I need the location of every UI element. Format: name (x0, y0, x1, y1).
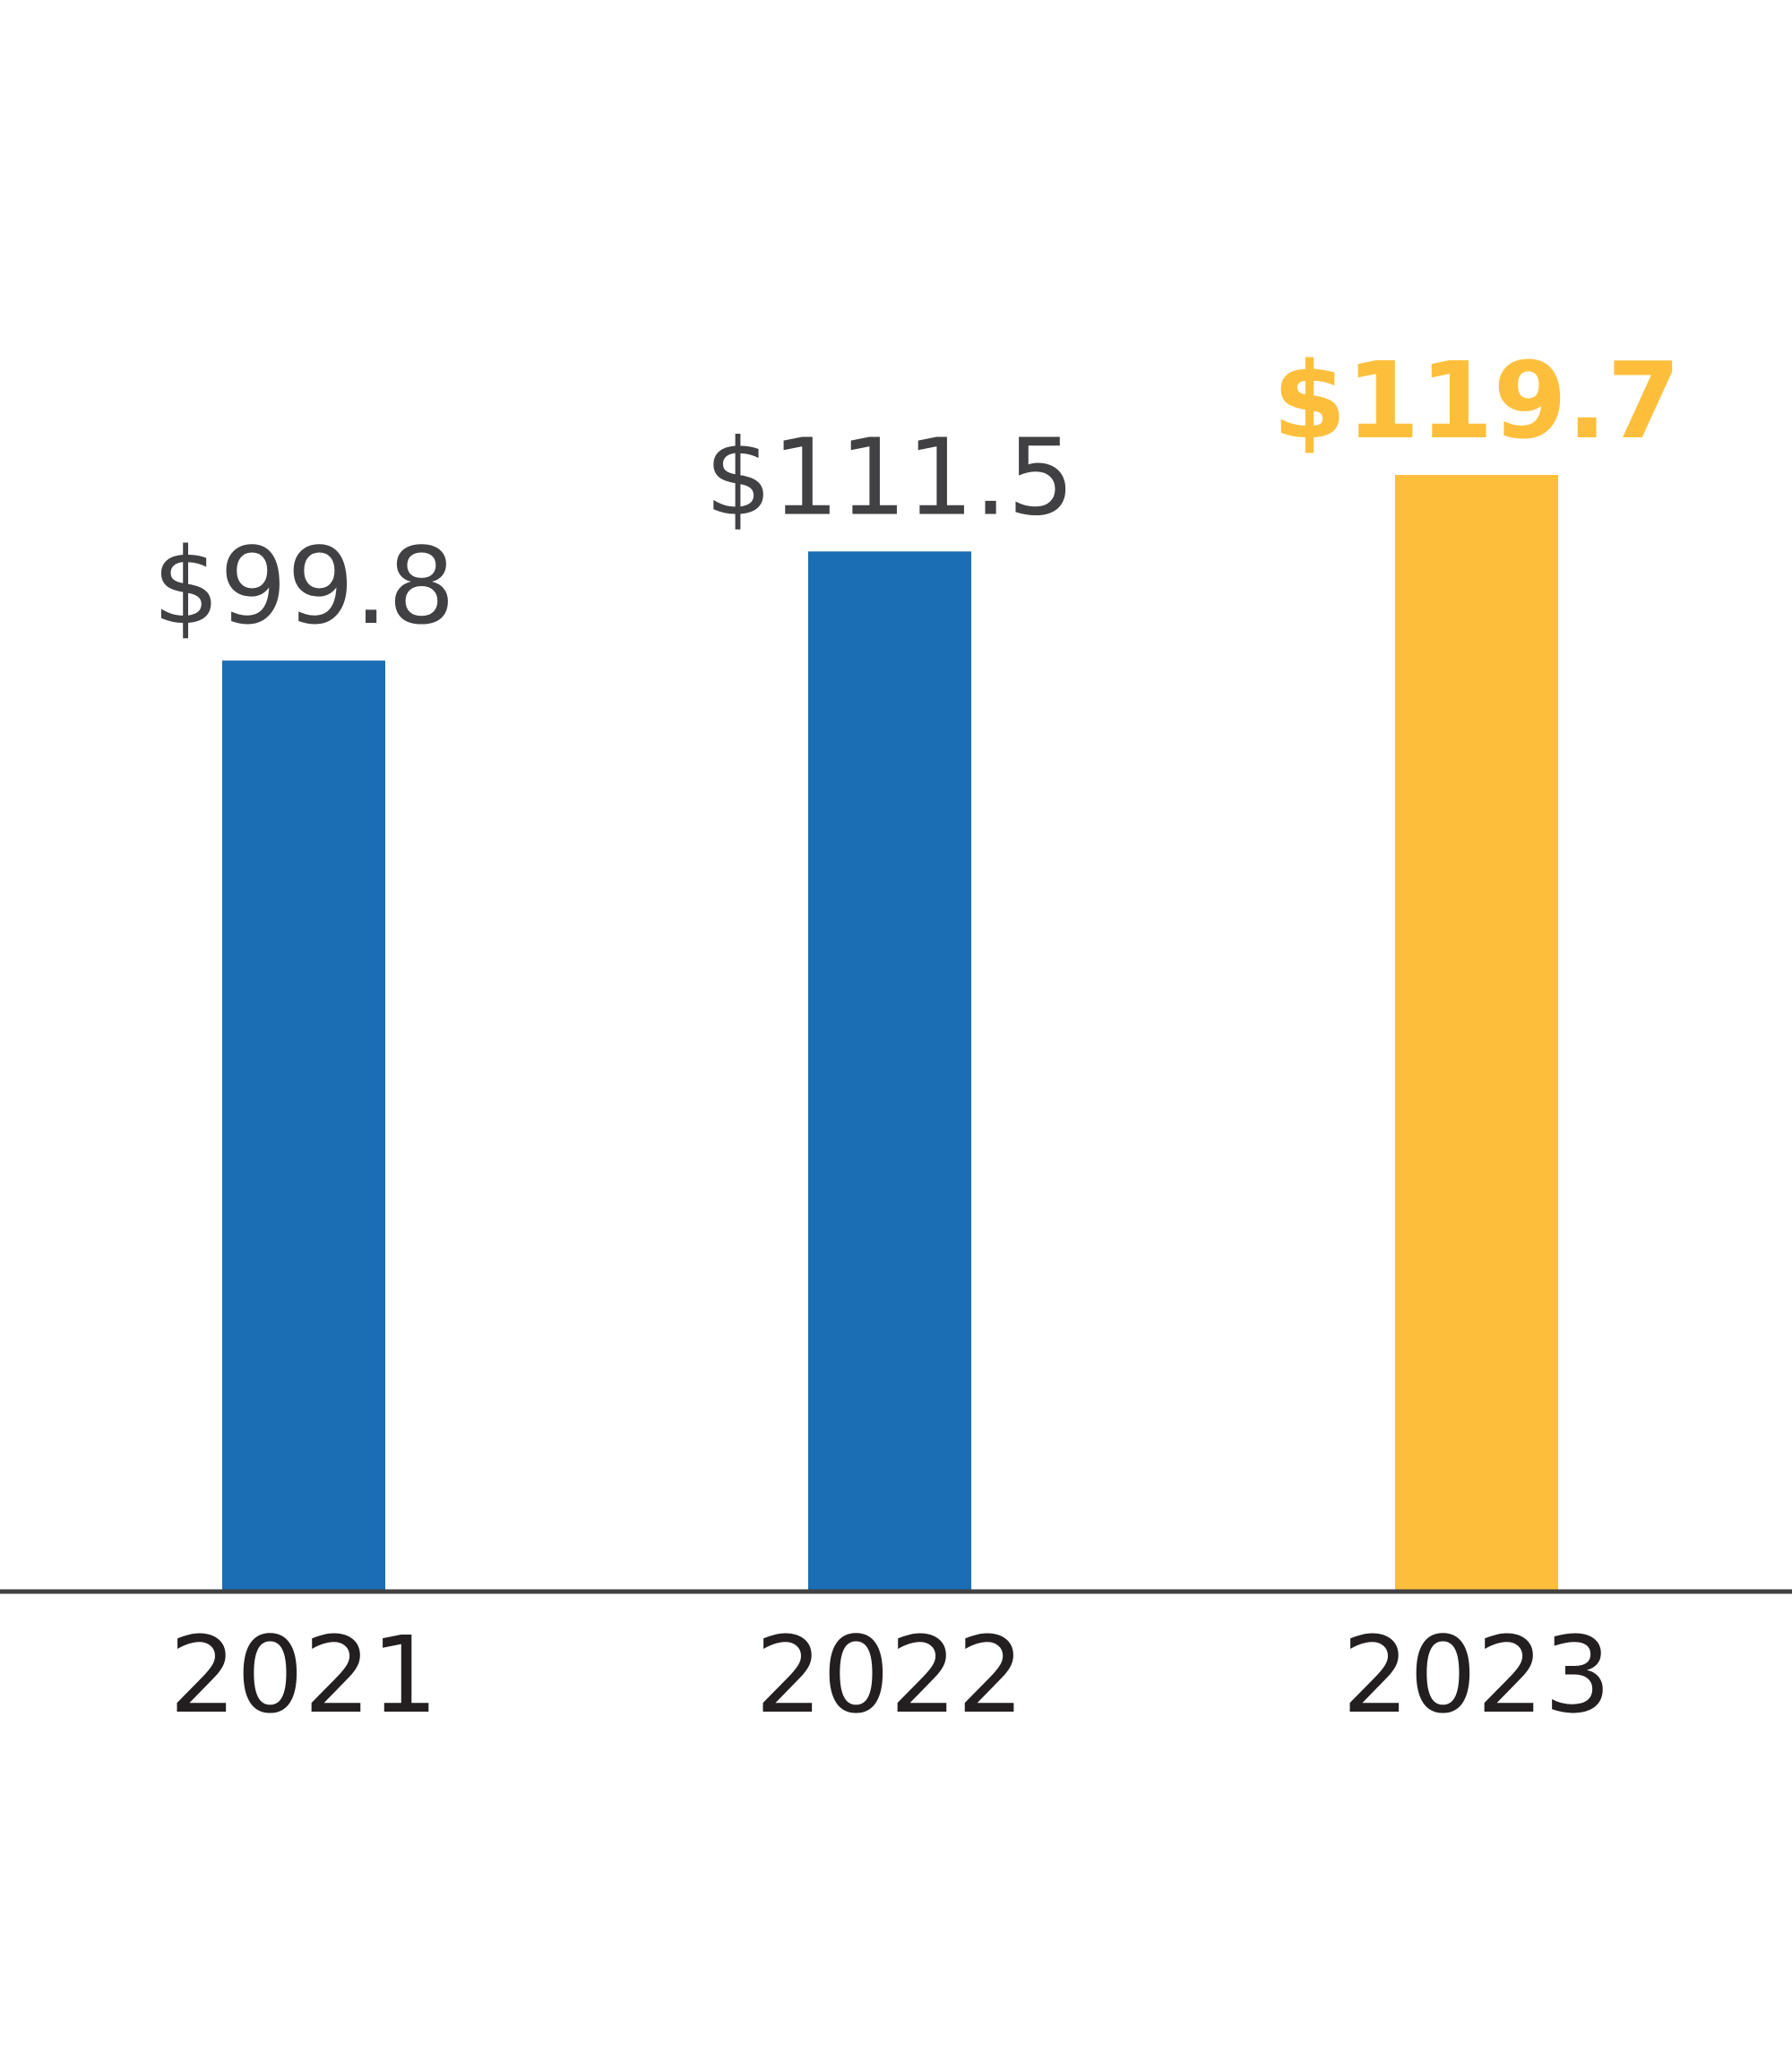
x-tick-labels-group: 2021 2022 2023 (169, 1613, 1611, 1737)
x-tick-label-2021: 2021 (169, 1613, 438, 1737)
value-label-2021: $99.8 (152, 524, 455, 648)
value-labels-group: $99.8 $111.5 $119.7 (152, 339, 1681, 648)
bar-2023 (1395, 475, 1558, 1592)
value-label-2023: $119.7 (1272, 339, 1680, 462)
bar-2022 (808, 551, 971, 1592)
bar-2021 (222, 660, 385, 1592)
x-tick-label-2022: 2022 (755, 1613, 1024, 1737)
bars-group (222, 475, 1558, 1592)
value-label-2022: $111.5 (705, 415, 1075, 539)
x-tick-label-2023: 2023 (1342, 1613, 1611, 1737)
